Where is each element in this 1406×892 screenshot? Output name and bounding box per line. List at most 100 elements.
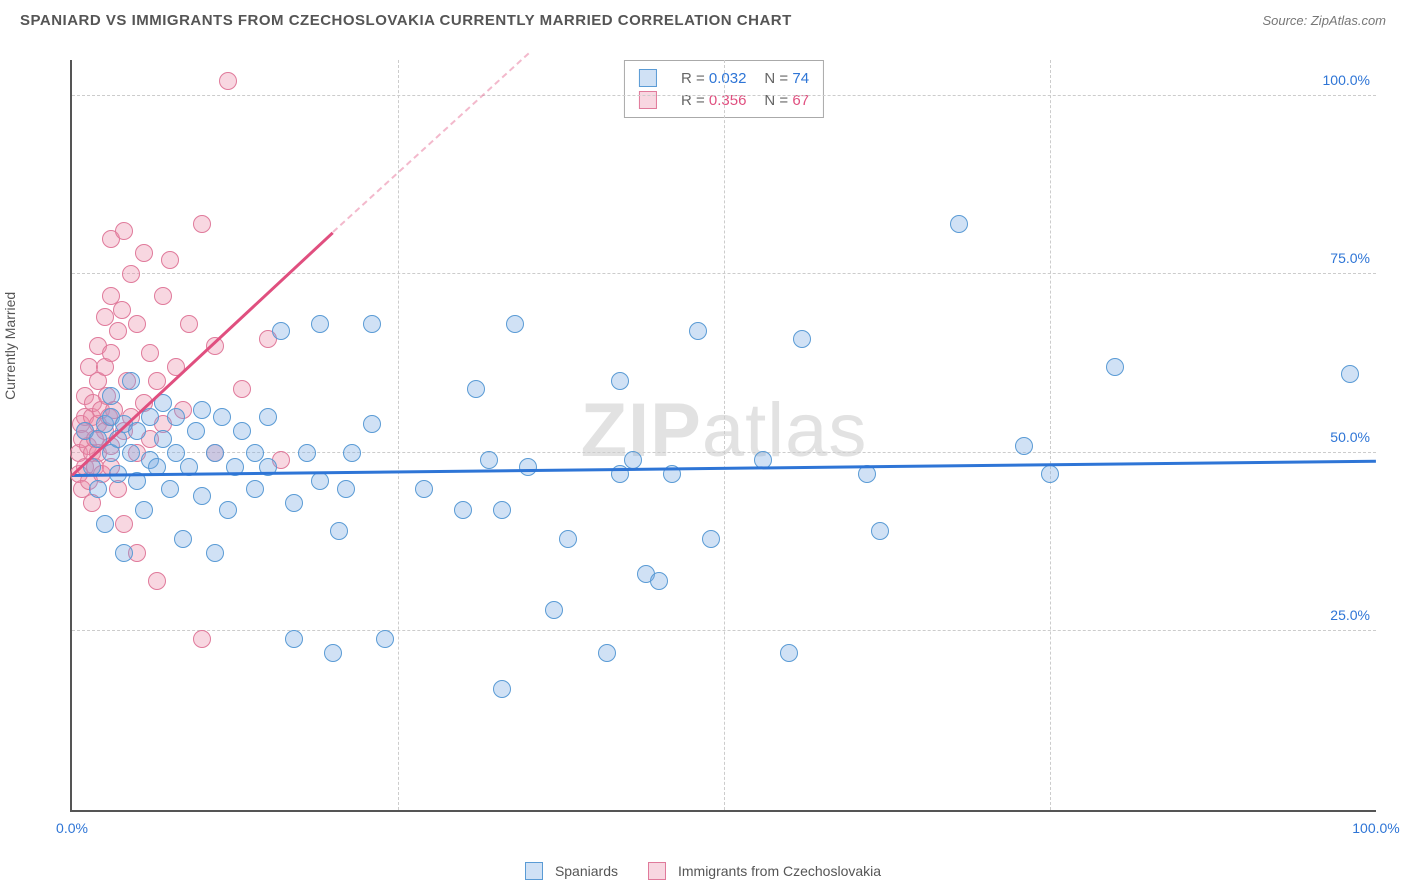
data-point-blue: [135, 501, 153, 519]
data-point-blue: [233, 422, 251, 440]
data-point-blue: [324, 644, 342, 662]
data-point-blue: [311, 472, 329, 490]
data-point-blue: [611, 372, 629, 390]
data-point-blue: [1041, 465, 1059, 483]
legend-item: Spaniards: [525, 862, 618, 880]
legend-item: Immigrants from Czechoslovakia: [648, 862, 881, 880]
data-point-pink: [193, 215, 211, 233]
data-point-pink: [219, 72, 237, 90]
y-tick-label: 75.0%: [1330, 250, 1370, 266]
data-point-blue: [559, 530, 577, 548]
data-point-blue: [480, 451, 498, 469]
data-point-pink: [115, 515, 133, 533]
data-point-blue: [545, 601, 563, 619]
data-point-pink: [122, 265, 140, 283]
data-point-pink: [161, 251, 179, 269]
data-point-blue: [1015, 437, 1033, 455]
data-point-blue: [467, 380, 485, 398]
stat-r-value: 0.032: [709, 70, 747, 87]
legend-swatch: [639, 69, 657, 87]
data-point-blue: [337, 480, 355, 498]
data-point-blue: [519, 458, 537, 476]
legend-label: Spaniards: [555, 863, 618, 879]
data-point-blue: [89, 480, 107, 498]
data-point-blue: [780, 644, 798, 662]
data-point-blue: [624, 451, 642, 469]
data-point-pink: [148, 572, 166, 590]
chart-area: Currently Married ZIPatlas R = 0.032N = …: [20, 50, 1386, 842]
data-point-pink: [180, 315, 198, 333]
data-point-blue: [1341, 365, 1359, 383]
data-point-pink: [115, 222, 133, 240]
data-point-blue: [246, 444, 264, 462]
data-point-pink: [109, 322, 127, 340]
plot-region: ZIPatlas R = 0.032N = 74R = 0.356N = 67 …: [70, 60, 1376, 812]
data-point-blue: [206, 544, 224, 562]
legend-swatch: [639, 91, 657, 109]
gridline-vertical: [1050, 60, 1051, 810]
watermark-rest: atlas: [702, 388, 868, 473]
data-point-blue: [343, 444, 361, 462]
data-point-blue: [259, 408, 277, 426]
legend-label: Immigrants from Czechoslovakia: [678, 863, 881, 879]
x-tick-label: 0.0%: [56, 820, 88, 836]
data-point-blue: [285, 494, 303, 512]
data-point-pink: [135, 244, 153, 262]
x-tick-label: 100.0%: [1352, 820, 1399, 836]
data-point-blue: [122, 372, 140, 390]
gridline-vertical: [724, 60, 725, 810]
data-point-blue: [506, 315, 524, 333]
legend-swatch: [648, 862, 666, 880]
data-point-blue: [246, 480, 264, 498]
y-tick-label: 100.0%: [1323, 72, 1370, 88]
data-point-blue: [415, 480, 433, 498]
data-point-pink: [193, 630, 211, 648]
data-point-pink: [128, 315, 146, 333]
data-point-blue: [167, 444, 185, 462]
data-point-blue: [493, 680, 511, 698]
data-point-blue: [154, 430, 172, 448]
source-label: Source: ZipAtlas.com: [1262, 13, 1386, 28]
data-point-blue: [115, 544, 133, 562]
data-point-pink: [113, 301, 131, 319]
data-point-blue: [1106, 358, 1124, 376]
y-axis-label: Currently Married: [2, 292, 18, 400]
data-point-pink: [233, 380, 251, 398]
data-point-blue: [330, 522, 348, 540]
legend-swatch: [525, 862, 543, 880]
data-point-blue: [193, 401, 211, 419]
data-point-blue: [167, 408, 185, 426]
data-point-blue: [454, 501, 472, 519]
data-point-blue: [311, 315, 329, 333]
data-point-blue: [363, 315, 381, 333]
data-point-blue: [96, 515, 114, 533]
y-tick-label: 50.0%: [1330, 429, 1370, 445]
data-point-pink: [154, 287, 172, 305]
data-point-blue: [193, 487, 211, 505]
data-point-blue: [950, 215, 968, 233]
trendline-pink-extrapolated: [332, 53, 529, 233]
data-point-pink: [141, 344, 159, 362]
data-point-blue: [128, 422, 146, 440]
data-point-blue: [141, 408, 159, 426]
y-tick-label: 25.0%: [1330, 607, 1370, 623]
data-point-blue: [858, 465, 876, 483]
data-point-blue: [871, 522, 889, 540]
stat-n-value: 74: [792, 70, 809, 87]
data-point-blue: [793, 330, 811, 348]
data-point-blue: [598, 644, 616, 662]
data-point-blue: [272, 322, 290, 340]
data-point-blue: [298, 444, 316, 462]
data-point-blue: [213, 408, 231, 426]
data-point-blue: [187, 422, 205, 440]
footer-legend: Spaniards Immigrants from Czechoslovakia: [0, 862, 1406, 880]
data-point-pink: [96, 308, 114, 326]
data-point-blue: [493, 501, 511, 519]
data-point-blue: [650, 572, 668, 590]
data-point-blue: [161, 480, 179, 498]
data-point-blue: [363, 415, 381, 433]
data-point-blue: [219, 501, 237, 519]
data-point-blue: [689, 322, 707, 340]
data-point-blue: [285, 630, 303, 648]
data-point-blue: [174, 530, 192, 548]
